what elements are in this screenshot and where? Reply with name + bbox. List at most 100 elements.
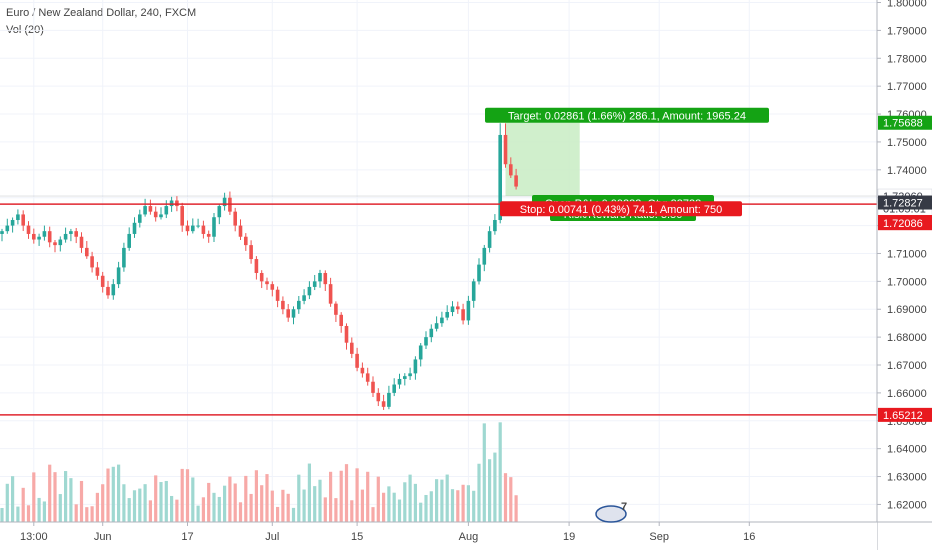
price-tick-label: 1.79000	[887, 25, 927, 37]
price-label-target	[878, 115, 932, 130]
volume-bar	[238, 502, 243, 526]
candle-body	[318, 272, 322, 282]
price-tick-label: 1.77000	[887, 81, 927, 93]
volume-bar	[185, 469, 190, 526]
volume-bar	[127, 498, 131, 526]
candle-body	[297, 300, 301, 310]
time-tick-label: 19	[563, 531, 575, 543]
candle-body	[143, 206, 147, 215]
volume-bar	[509, 477, 513, 526]
candle-body	[350, 342, 354, 354]
volume-bar	[217, 496, 221, 526]
volume-bar	[488, 459, 492, 526]
candle-body	[100, 275, 105, 287]
candle-body	[413, 359, 418, 374]
candle-body	[196, 225, 200, 227]
price-tick-label: 1.67000	[887, 360, 927, 372]
candle-body	[132, 222, 137, 234]
candle-body	[148, 206, 153, 212]
volume-bar	[196, 505, 200, 526]
candle-body	[185, 225, 190, 232]
candle-body	[32, 233, 36, 240]
candle-body	[37, 236, 41, 240]
candle-body	[249, 245, 253, 260]
price-tick-label: 1.63000	[887, 472, 927, 484]
time-tick-label: Jul	[265, 531, 279, 543]
volume-bar	[456, 490, 460, 526]
candle-body	[259, 272, 264, 282]
volume-bar	[154, 475, 158, 526]
volume-bar	[435, 479, 439, 526]
candle-body	[291, 309, 296, 318]
candle-body	[408, 373, 412, 377]
volume-bar	[143, 484, 147, 526]
volume-bar	[472, 490, 476, 526]
volume-bar	[101, 484, 105, 526]
price-label-stop	[878, 216, 932, 231]
volume-bar	[11, 476, 15, 526]
candle-body	[127, 233, 131, 248]
volume-bar	[5, 483, 9, 526]
volume-bar	[297, 474, 301, 526]
candle-body	[487, 231, 492, 248]
candle-body	[180, 206, 184, 226]
volume-bar	[69, 478, 73, 526]
candle-body	[482, 247, 487, 265]
volume-bar	[450, 489, 455, 526]
chart-title: Euro / New Zealand Dollar, 240, FXCM	[6, 7, 197, 19]
volume-bar	[291, 507, 296, 526]
candle-body	[445, 312, 449, 318]
price-label-text: 1.72827	[883, 198, 923, 210]
volume-bar	[281, 489, 285, 526]
price-tick-label: 1.64000	[887, 444, 927, 456]
volume-bar	[397, 499, 402, 526]
candle-body	[461, 309, 465, 321]
candle-body	[328, 284, 333, 304]
candle-body	[376, 392, 381, 402]
volume-bar	[260, 485, 264, 526]
candle-body	[418, 345, 423, 360]
volume-bar	[48, 464, 52, 526]
volume-bar	[138, 488, 142, 526]
volume-bar	[249, 493, 253, 526]
candle-body	[122, 247, 126, 268]
candle-body	[79, 236, 84, 248]
volume-bar	[21, 487, 25, 526]
volume-bar	[207, 482, 211, 526]
volume-bar	[132, 490, 137, 526]
candle-body	[344, 325, 349, 343]
candle-body	[355, 353, 359, 368]
candle-body	[471, 281, 476, 301]
volume-bar	[387, 486, 391, 526]
candle-body	[466, 300, 471, 321]
candle-body	[222, 197, 227, 207]
volume-bar	[302, 489, 306, 526]
volume-bar	[164, 480, 168, 526]
volume-bar	[79, 480, 84, 526]
volume-bar	[111, 466, 115, 526]
volume-bar	[170, 495, 174, 526]
time-tick-label: Sep	[649, 531, 669, 543]
volume-bar	[90, 506, 94, 526]
candle-body	[244, 236, 248, 246]
volume-bar	[223, 485, 227, 526]
volume-bar	[360, 489, 364, 526]
volume-bar	[466, 485, 470, 526]
volume-bar	[440, 479, 444, 526]
volume-bar	[106, 468, 110, 526]
watermark-number: 7	[621, 501, 627, 513]
volume-bar	[329, 471, 333, 526]
volume-bar	[244, 475, 248, 526]
candle-body	[403, 376, 407, 379]
volume-bar	[58, 494, 62, 526]
time-tick-label: Aug	[459, 531, 479, 543]
stop-label-bg	[500, 201, 742, 217]
volume-bar	[85, 507, 89, 526]
candle-body	[175, 200, 179, 207]
volume-bar	[461, 484, 465, 526]
volume-bar	[493, 452, 497, 526]
candle-body	[116, 267, 121, 285]
price-label-current	[878, 195, 932, 210]
price-tick-label: 1.78000	[887, 53, 927, 65]
